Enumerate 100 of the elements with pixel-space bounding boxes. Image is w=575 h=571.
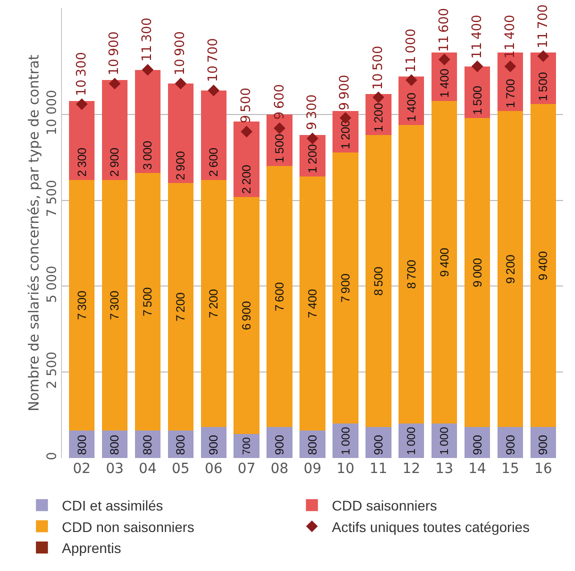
- bar: [68, 180, 95, 431]
- data-label: 2 300: [74, 147, 89, 177]
- point: [142, 64, 154, 76]
- data-label: 9 200: [503, 254, 518, 284]
- data-label: 9 500: [238, 88, 254, 124]
- data-label: 1 000: [340, 426, 352, 455]
- data-label: 11 000: [404, 28, 420, 73]
- data-label: 9 400: [437, 247, 452, 277]
- bar: [134, 70, 161, 173]
- bar: [234, 434, 260, 458]
- bar: [332, 111, 358, 152]
- x-tick-label: 11: [370, 461, 388, 477]
- point: [240, 126, 252, 138]
- bar: [332, 152, 358, 424]
- data-label: 7 300: [74, 290, 89, 320]
- bar: [530, 104, 556, 428]
- data-label: 2 200: [240, 164, 254, 194]
- bar: [234, 121, 260, 197]
- x-tick-label: 08: [270, 461, 288, 477]
- legend-label: CDD non saisonniers: [62, 518, 194, 535]
- data-label: 6 900: [240, 300, 254, 330]
- data-label: 7 200: [206, 288, 221, 318]
- bar: [102, 80, 128, 180]
- data-label: 1 000: [406, 426, 418, 455]
- data-label: 10 900: [173, 31, 188, 76]
- y-tick-label: 0: [44, 452, 60, 460]
- bar: [234, 196, 260, 434]
- data-label: 1 000: [439, 426, 452, 455]
- x-tick-label: 16: [534, 461, 552, 477]
- point: [537, 50, 550, 62]
- x-tick-label: 07: [238, 461, 256, 477]
- data-label: 800: [140, 434, 155, 455]
- x-tick-label: 12: [402, 461, 420, 477]
- bar: [68, 100, 95, 180]
- data-label: 9 600: [272, 84, 288, 120]
- y-tick-label: 10 000: [44, 90, 60, 136]
- legend-label: Apprentis: [62, 540, 122, 556]
- data-label: 1 500: [536, 72, 550, 102]
- x-tick-label: 03: [106, 461, 124, 477]
- data-label: 10 900: [107, 31, 122, 76]
- data-label: 9 400: [536, 250, 550, 280]
- y-axis-title: Nombre de salariés concernés, par type de contrat: [26, 54, 42, 412]
- bar: [168, 183, 194, 431]
- data-label: 1 500: [272, 134, 287, 164]
- data-label: 8 500: [371, 266, 386, 296]
- data-label: 1 200: [371, 102, 386, 132]
- y-tick-label: 5 000: [44, 266, 60, 303]
- data-label: 10 500: [371, 46, 386, 90]
- x-tick-label: 14: [468, 461, 486, 477]
- data-label: 1 200: [306, 144, 320, 174]
- bar: [266, 166, 292, 428]
- data-label: 900: [371, 434, 386, 455]
- point: [372, 91, 384, 104]
- data-label: 9 000: [470, 258, 484, 288]
- y-tick-label: 2 500: [44, 352, 60, 389]
- point: [174, 78, 187, 90]
- legend-label: Actifs uniques toutes catégories: [332, 518, 530, 535]
- x-tick-label: 09: [304, 461, 322, 477]
- x-tick-label: 15: [501, 461, 520, 477]
- data-label: 900: [272, 434, 287, 455]
- x-tick-label: 04: [138, 461, 157, 477]
- data-label: 900: [503, 434, 518, 455]
- bar: [168, 84, 194, 184]
- bar: [497, 111, 524, 428]
- data-label: 900: [536, 434, 550, 455]
- legend-label: CDD saisonniers: [332, 498, 437, 514]
- data-label: 9 900: [338, 74, 353, 110]
- data-label: 800: [108, 434, 122, 455]
- data-label: 11 300: [140, 18, 155, 62]
- bar: [431, 100, 458, 424]
- point: [274, 122, 286, 134]
- point: [208, 84, 220, 96]
- data-label: 7 400: [306, 288, 320, 318]
- data-label: 800: [74, 434, 89, 455]
- data-label: 11 600: [436, 8, 452, 52]
- data-label: 1 400: [437, 68, 452, 98]
- data-label: 900: [206, 434, 221, 455]
- bar: [300, 176, 326, 431]
- data-label: 1 700: [503, 78, 518, 108]
- data-label: 1 500: [470, 85, 484, 115]
- bar: [431, 52, 458, 101]
- point: [438, 54, 450, 66]
- bar: [134, 172, 161, 431]
- data-label: 7 900: [338, 273, 352, 303]
- data-label: 10 300: [74, 52, 90, 96]
- x-tick-label: 02: [72, 461, 91, 477]
- data-label: 7 200: [174, 292, 188, 322]
- point: [76, 98, 88, 110]
- data-label: 9 300: [304, 94, 320, 130]
- data-label: 800: [306, 434, 320, 455]
- bar: [200, 180, 226, 428]
- data-label: 700: [241, 437, 254, 455]
- x-tick-label: 13: [435, 461, 454, 477]
- bar: [102, 180, 128, 431]
- data-label: 7 500: [140, 286, 155, 316]
- bar: [464, 118, 490, 428]
- legend-label: CDI et assimilés: [62, 498, 164, 514]
- data-label: 7 600: [272, 282, 287, 312]
- x-tick-label: 06: [204, 461, 223, 477]
- data-label: 10 700: [206, 38, 222, 82]
